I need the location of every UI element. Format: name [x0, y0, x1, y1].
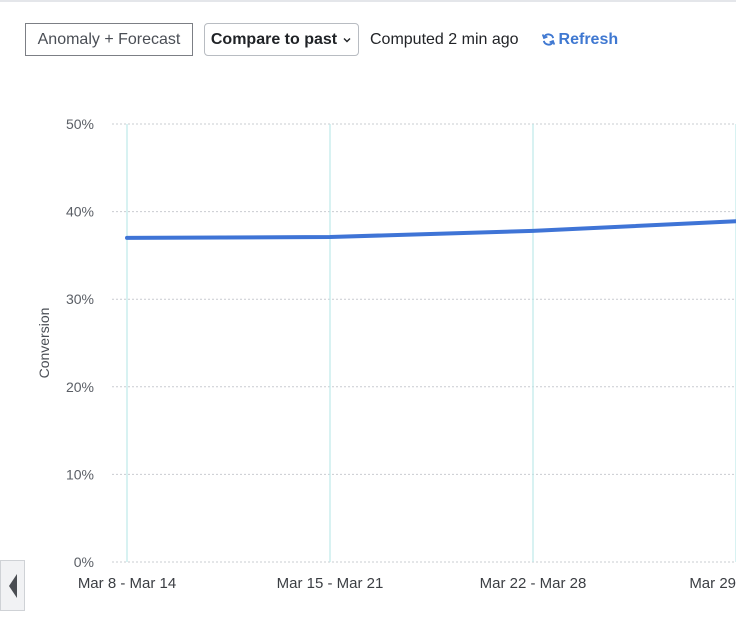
x-tick-label: Mar 8 - Mar 14 [78, 575, 176, 592]
y-tick-label: 10% [66, 466, 94, 482]
computed-status-text: Computed 2 min ago [370, 30, 519, 48]
y-tick-label: 30% [66, 291, 94, 307]
conversion-series-line [125, 219, 736, 240]
scroll-left-button[interactable] [0, 560, 25, 611]
x-tick-label: Mar 15 - Mar 21 [277, 575, 384, 592]
x-tick-label: Mar 29 [689, 575, 736, 592]
refresh-icon [541, 33, 555, 46]
chevron-down-icon [343, 37, 351, 42]
y-tick-label: 20% [66, 379, 94, 395]
y-axis-label: Conversion [36, 308, 52, 379]
y-tick-label: 40% [66, 204, 94, 220]
anomaly-forecast-label: Anomaly + Forecast [37, 30, 181, 48]
caret-left-icon [8, 573, 17, 598]
chart-toolbar: Anomaly + Forecast Compare to past Compu… [25, 23, 618, 56]
y-tick-label: 50% [66, 116, 94, 132]
refresh-button[interactable]: Refresh [541, 30, 619, 49]
anomaly-forecast-button[interactable]: Anomaly + Forecast [25, 23, 193, 56]
top-divider [0, 0, 736, 2]
y-tick-label: 0% [74, 554, 94, 570]
x-tick-label: Mar 22 - Mar 28 [480, 575, 587, 592]
refresh-label: Refresh [558, 30, 619, 48]
compare-to-past-label: Compare to past [210, 30, 338, 48]
compare-to-past-dropdown[interactable]: Compare to past [204, 23, 359, 56]
